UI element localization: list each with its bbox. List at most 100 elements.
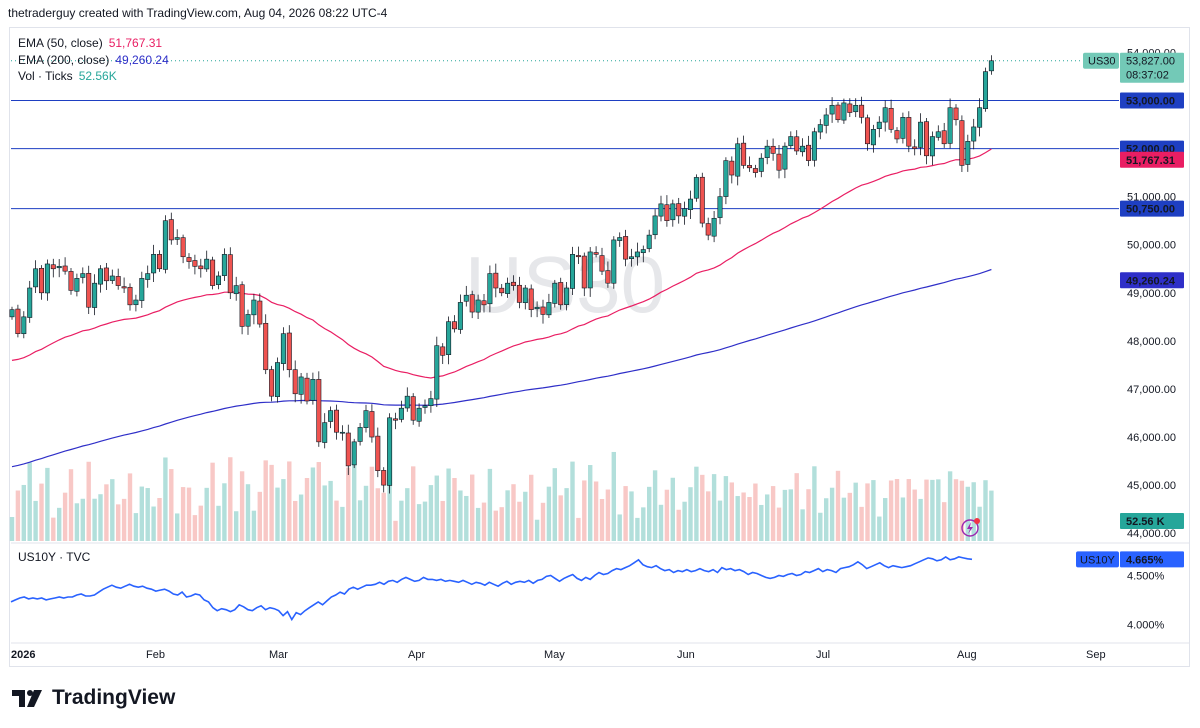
candle	[98, 265, 104, 293]
volume-bar	[700, 474, 705, 541]
volume-bar	[346, 467, 351, 541]
candle	[617, 232, 623, 247]
candle-body	[339, 431, 345, 434]
bar-countdown: 08:37:02	[1126, 70, 1169, 82]
volume-bar	[511, 484, 516, 541]
tradingview-logo[interactable]: TradingView	[12, 686, 175, 710]
legend-volume[interactable]: Vol · Ticks 52.56K	[18, 69, 117, 83]
volume-bar	[245, 484, 251, 541]
candle	[882, 100, 888, 132]
volume-bar	[470, 474, 475, 541]
candle-body	[404, 395, 410, 409]
legend-ema200[interactable]: EMA (200, close) 49,260.24	[18, 53, 169, 67]
volume-bar	[576, 517, 581, 541]
candle	[516, 276, 522, 309]
level-price-label-bg	[1120, 92, 1184, 109]
legend-ema50[interactable]: EMA (50, close) 51,767.31	[18, 36, 162, 50]
time-axis-label: Mar	[269, 649, 288, 661]
volume-bar	[287, 461, 292, 541]
candle	[103, 262, 109, 291]
alert-lightning-glyph	[967, 522, 973, 534]
legend-us10y[interactable]: US10Y · TVC	[18, 550, 91, 564]
candle	[770, 138, 776, 161]
candle-body	[115, 276, 121, 286]
candle-body	[764, 145, 770, 158]
time-axis-label: 2026	[11, 649, 35, 661]
candle-body	[611, 239, 617, 284]
volume-bar	[717, 500, 723, 541]
candle-body	[33, 268, 39, 288]
candle-body	[487, 273, 493, 305]
candle-body	[510, 281, 516, 286]
candle-body	[50, 264, 56, 270]
candle-body	[381, 470, 387, 486]
candle	[369, 404, 375, 443]
chart-credit: thetraderguy created with TradingView.co…	[8, 6, 388, 20]
candle-body	[446, 321, 452, 355]
candle	[38, 265, 44, 300]
candle	[56, 259, 62, 278]
candle	[410, 393, 416, 425]
volume-bar	[369, 466, 375, 541]
volume-bar	[912, 489, 917, 541]
candle-body	[328, 410, 334, 422]
candle-body	[894, 130, 900, 140]
candle-body	[959, 120, 965, 166]
candle	[210, 256, 216, 290]
candle	[204, 250, 210, 272]
candle-body	[98, 268, 104, 285]
candle	[145, 265, 151, 288]
candle	[564, 281, 570, 311]
price-axis-tick: 49,000.00	[1127, 288, 1176, 300]
volume-bar	[670, 477, 675, 541]
candle-body	[151, 254, 157, 274]
volume-bar	[871, 480, 876, 541]
volume-bar	[517, 501, 522, 541]
candle	[876, 116, 882, 138]
candle-body	[729, 160, 735, 176]
candle	[92, 274, 98, 316]
candle	[233, 276, 239, 301]
candle	[416, 403, 422, 427]
candle	[628, 248, 634, 267]
candle-body	[139, 278, 145, 301]
candle	[487, 265, 493, 313]
volume-bar	[464, 495, 469, 541]
candle	[192, 254, 198, 275]
volume-bar	[393, 520, 398, 541]
candle	[115, 268, 121, 290]
candle	[746, 156, 752, 172]
volume-bar	[570, 461, 575, 541]
volume-bar	[688, 487, 693, 541]
candle-body	[835, 104, 841, 121]
candle-body	[805, 144, 811, 161]
candle-body	[505, 282, 511, 294]
volume-bar	[906, 479, 911, 541]
candle-body	[741, 142, 747, 166]
candle	[758, 153, 764, 178]
candle-body	[575, 255, 581, 258]
price-axis-tick: 46,000.00	[1127, 432, 1176, 444]
candle	[829, 97, 835, 123]
price-axis-tick: 48,000.00	[1127, 336, 1176, 348]
candle	[50, 258, 56, 278]
candle	[811, 127, 817, 167]
volume-bar	[216, 505, 221, 541]
candle	[375, 427, 381, 478]
volume-bar	[641, 507, 646, 541]
candle-body	[434, 345, 440, 400]
volume-bar	[947, 471, 953, 541]
candle-body	[888, 107, 894, 130]
candle-body	[646, 234, 652, 249]
candle-body	[274, 362, 280, 397]
candle-body	[186, 257, 192, 262]
candle-body	[605, 270, 611, 284]
candle	[269, 365, 275, 402]
volume-bar	[588, 465, 593, 541]
volume-bar	[27, 462, 32, 541]
candle-body	[717, 196, 723, 218]
price-axis-tick: 51,000.00	[1127, 192, 1176, 204]
candle	[392, 412, 398, 430]
volume-bar	[930, 479, 935, 541]
